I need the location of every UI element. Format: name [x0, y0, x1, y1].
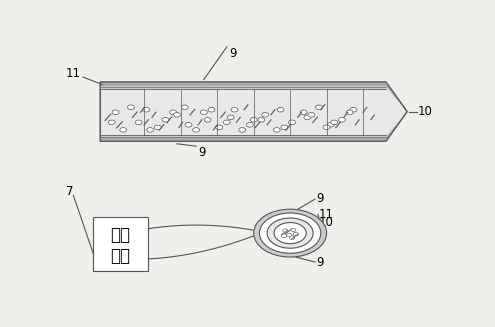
Circle shape — [267, 218, 313, 248]
Circle shape — [147, 128, 153, 132]
Circle shape — [128, 105, 134, 110]
Text: 11: 11 — [66, 67, 81, 80]
Circle shape — [108, 120, 115, 125]
Circle shape — [231, 108, 238, 112]
Polygon shape — [100, 135, 386, 137]
Circle shape — [239, 128, 246, 132]
Circle shape — [185, 123, 192, 127]
Text: 9: 9 — [198, 146, 205, 159]
Circle shape — [223, 120, 230, 125]
Polygon shape — [100, 87, 386, 89]
Circle shape — [193, 128, 199, 132]
Circle shape — [262, 112, 269, 117]
Circle shape — [287, 233, 292, 237]
Text: 11: 11 — [319, 208, 334, 221]
Circle shape — [300, 110, 307, 114]
Text: 10: 10 — [418, 105, 433, 118]
Circle shape — [216, 125, 223, 129]
Text: 9: 9 — [316, 192, 324, 205]
Circle shape — [162, 117, 169, 122]
Circle shape — [315, 105, 322, 110]
Circle shape — [247, 123, 253, 127]
Circle shape — [120, 128, 127, 132]
Circle shape — [290, 236, 295, 239]
Circle shape — [135, 120, 142, 125]
Circle shape — [181, 105, 188, 110]
Circle shape — [281, 125, 288, 129]
Circle shape — [274, 223, 306, 244]
Circle shape — [289, 120, 296, 125]
Circle shape — [112, 110, 119, 114]
Circle shape — [170, 110, 177, 114]
Circle shape — [283, 229, 288, 232]
Circle shape — [204, 117, 211, 122]
Text: 9: 9 — [316, 256, 324, 269]
Polygon shape — [100, 112, 407, 141]
Circle shape — [273, 128, 280, 132]
Circle shape — [331, 120, 338, 125]
Circle shape — [200, 110, 207, 114]
Circle shape — [250, 117, 257, 122]
Circle shape — [350, 108, 357, 112]
Circle shape — [208, 108, 215, 112]
Text: 7: 7 — [66, 185, 73, 198]
Text: 9: 9 — [229, 47, 236, 60]
Circle shape — [174, 112, 180, 117]
Circle shape — [143, 108, 149, 112]
Polygon shape — [100, 82, 407, 112]
Circle shape — [293, 232, 298, 236]
Circle shape — [258, 117, 265, 122]
Polygon shape — [100, 82, 407, 141]
Circle shape — [323, 125, 330, 129]
Text: 电源: 电源 — [110, 247, 130, 265]
Circle shape — [339, 117, 346, 122]
Circle shape — [281, 234, 287, 237]
Text: 交流: 交流 — [110, 226, 130, 244]
Circle shape — [346, 110, 353, 114]
Circle shape — [253, 209, 327, 257]
Circle shape — [291, 228, 296, 232]
Circle shape — [154, 125, 161, 129]
Circle shape — [277, 108, 284, 112]
Circle shape — [259, 213, 321, 253]
FancyBboxPatch shape — [93, 217, 148, 271]
Circle shape — [227, 115, 234, 120]
Circle shape — [327, 123, 334, 127]
Circle shape — [308, 112, 315, 117]
Text: 10: 10 — [319, 216, 334, 229]
Circle shape — [304, 115, 311, 120]
